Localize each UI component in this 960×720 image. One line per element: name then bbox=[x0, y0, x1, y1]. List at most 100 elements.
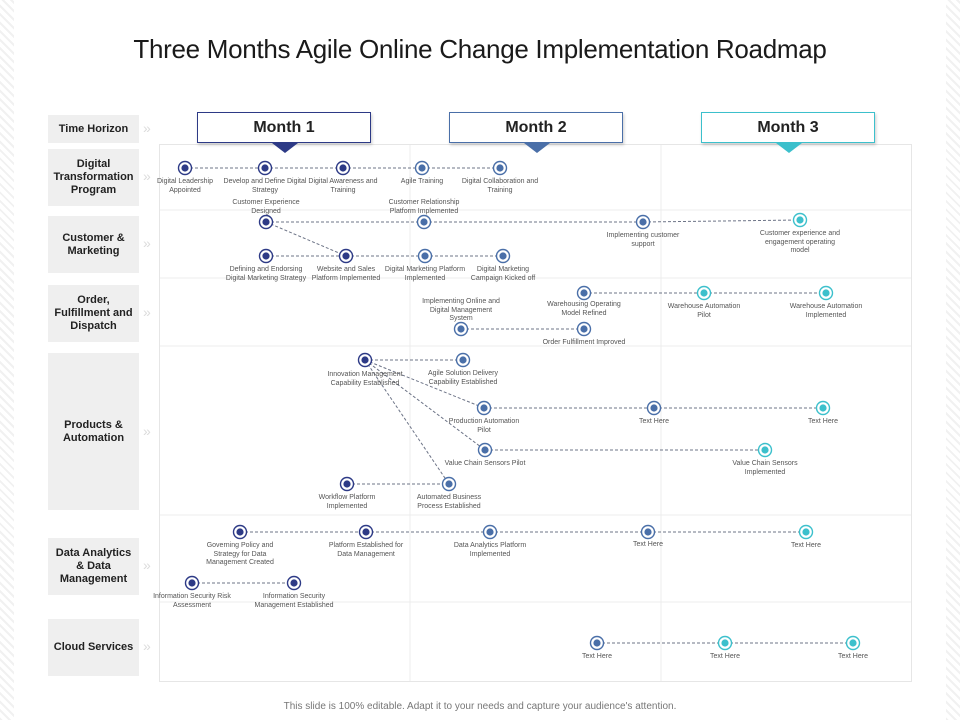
connector-line bbox=[642, 219, 801, 223]
milestone-label: Workflow Platform Implemented bbox=[318, 494, 376, 510]
milestone-label: Website and Sales Platform Implemented bbox=[311, 266, 381, 282]
milestone-node bbox=[798, 524, 814, 540]
milestone-node bbox=[576, 321, 592, 337]
month-2-header: Month 2 bbox=[449, 112, 623, 143]
chevron-icon: » bbox=[143, 120, 151, 136]
milestone-node bbox=[358, 524, 374, 540]
milestone-node bbox=[286, 575, 302, 591]
milestone-node bbox=[339, 476, 355, 492]
milestone-label: Warehouse Automation Implemented bbox=[789, 303, 863, 319]
connector-line bbox=[364, 359, 486, 451]
milestone-label: Agile Solution Delivery Capability Estab… bbox=[427, 370, 499, 386]
milestone-label: Text Here bbox=[582, 653, 612, 660]
milestone-label: Customer Relationship Platform Implement… bbox=[388, 199, 460, 215]
chevron-icon: » bbox=[143, 168, 151, 184]
milestone-node bbox=[258, 248, 274, 264]
milestone-node bbox=[635, 214, 651, 230]
milestone-label: Warehousing Operating Model Refined bbox=[547, 301, 621, 317]
milestone-label: Digital Awareness and Training bbox=[308, 178, 378, 194]
milestone-label: Information Security Management Establis… bbox=[254, 593, 334, 609]
milestone-label: Order Fulfillment Improved bbox=[542, 339, 626, 346]
milestone-label: Digital Leadership Appointed bbox=[156, 178, 214, 194]
milestone-label: Automated Business Process Established bbox=[416, 494, 482, 510]
month-3-pointer bbox=[776, 143, 802, 153]
left-hatch-border bbox=[0, 0, 14, 720]
milestone-label: Customer Experience Designed bbox=[232, 199, 300, 215]
milestone-label: Text Here bbox=[791, 542, 821, 549]
milestone-label: Digital Marketing Platform Implemented bbox=[384, 266, 466, 282]
milestone-node bbox=[357, 352, 373, 368]
connector-line bbox=[364, 359, 485, 409]
month-1-pointer bbox=[272, 143, 298, 153]
milestone-label: Text Here bbox=[838, 653, 868, 660]
milestone-node bbox=[453, 321, 469, 337]
milestone-node bbox=[818, 285, 834, 301]
chevron-icon: » bbox=[143, 304, 151, 320]
row-label-cloud-services: Cloud Services bbox=[48, 619, 139, 676]
milestone-node bbox=[576, 285, 592, 301]
milestone-label: Text Here bbox=[808, 418, 838, 425]
milestone-node bbox=[482, 524, 498, 540]
milestone-label: Production Automation Pilot bbox=[448, 418, 520, 434]
milestone-label: Governing Policy and Strategy for Data M… bbox=[206, 542, 274, 567]
month-2-pointer bbox=[524, 143, 550, 153]
month-3-header: Month 3 bbox=[701, 112, 875, 143]
milestone-label: Digital Marketing Campaign Kicked off bbox=[470, 266, 536, 282]
milestone-node bbox=[258, 214, 274, 230]
milestone-node bbox=[335, 160, 351, 176]
milestone-label: Information Security Risk Assessment bbox=[153, 593, 231, 609]
milestone-node bbox=[232, 524, 248, 540]
milestone-node bbox=[646, 400, 662, 416]
milestone-label: Customer experience and engagement opera… bbox=[759, 230, 841, 255]
row-label-order-fulfillment: Order, Fulfillment and Dispatch bbox=[48, 285, 139, 342]
row-label-digital-transformation: Digital Transformation Program bbox=[48, 149, 139, 206]
chevron-icon: » bbox=[143, 638, 151, 654]
row-label-data-analytics: Data Analytics & Data Management bbox=[48, 538, 139, 595]
milestone-label: Text Here bbox=[639, 418, 669, 425]
milestone-label: Data Analytics Platform Implemented bbox=[453, 542, 527, 558]
milestone-node bbox=[717, 635, 733, 651]
milestone-label: Innovation Management Capability Establi… bbox=[327, 371, 403, 387]
milestone-label: Develop and Define Digital Strategy bbox=[223, 178, 307, 194]
milestone-node bbox=[495, 248, 511, 264]
milestone-node bbox=[757, 442, 773, 458]
milestone-node bbox=[476, 400, 492, 416]
milestone-node bbox=[417, 248, 433, 264]
connector-line bbox=[265, 221, 347, 257]
time-horizon-label: Time Horizon bbox=[48, 115, 139, 143]
milestone-node bbox=[492, 160, 508, 176]
milestone-label: Value Chain Sensors Pilot bbox=[444, 460, 526, 467]
milestone-label: Implementing customer support bbox=[606, 232, 680, 248]
milestone-node bbox=[815, 400, 831, 416]
milestone-node bbox=[441, 476, 457, 492]
footer-note: This slide is 100% editable. Adapt it to… bbox=[283, 701, 677, 712]
chevron-icon: » bbox=[143, 557, 151, 573]
milestone-label: Text Here bbox=[710, 653, 740, 660]
milestone-node bbox=[177, 160, 193, 176]
chevron-icon: » bbox=[143, 235, 151, 251]
milestone-node bbox=[414, 160, 430, 176]
milestone-label: Digital Collaboration and Training bbox=[461, 178, 539, 194]
milestone-label: Implementing Online and Digital Manageme… bbox=[422, 298, 500, 323]
milestone-node bbox=[257, 160, 273, 176]
milestone-label: Text Here bbox=[633, 541, 663, 548]
right-hatch-border bbox=[946, 0, 960, 720]
milestone-label: Agile Training bbox=[400, 178, 444, 185]
milestone-label: Platform Established for Data Management bbox=[328, 542, 404, 558]
chevron-icon: » bbox=[143, 423, 151, 439]
month-1-header: Month 1 bbox=[197, 112, 371, 143]
milestone-node bbox=[589, 635, 605, 651]
milestone-node bbox=[416, 214, 432, 230]
milestone-node bbox=[696, 285, 712, 301]
milestone-label: Value Chain Sensors Implemented bbox=[732, 460, 798, 476]
row-label-products-automation: Products & Automation bbox=[48, 353, 139, 510]
milestone-node bbox=[792, 212, 808, 228]
milestone-label: Warehouse Automation Pilot bbox=[667, 303, 741, 319]
page-title: Three Months Agile Online Change Impleme… bbox=[133, 34, 827, 64]
milestone-node bbox=[184, 575, 200, 591]
milestone-node bbox=[455, 352, 471, 368]
milestone-node bbox=[338, 248, 354, 264]
milestone-node bbox=[845, 635, 861, 651]
row-label-customer-marketing: Customer & Marketing bbox=[48, 216, 139, 273]
